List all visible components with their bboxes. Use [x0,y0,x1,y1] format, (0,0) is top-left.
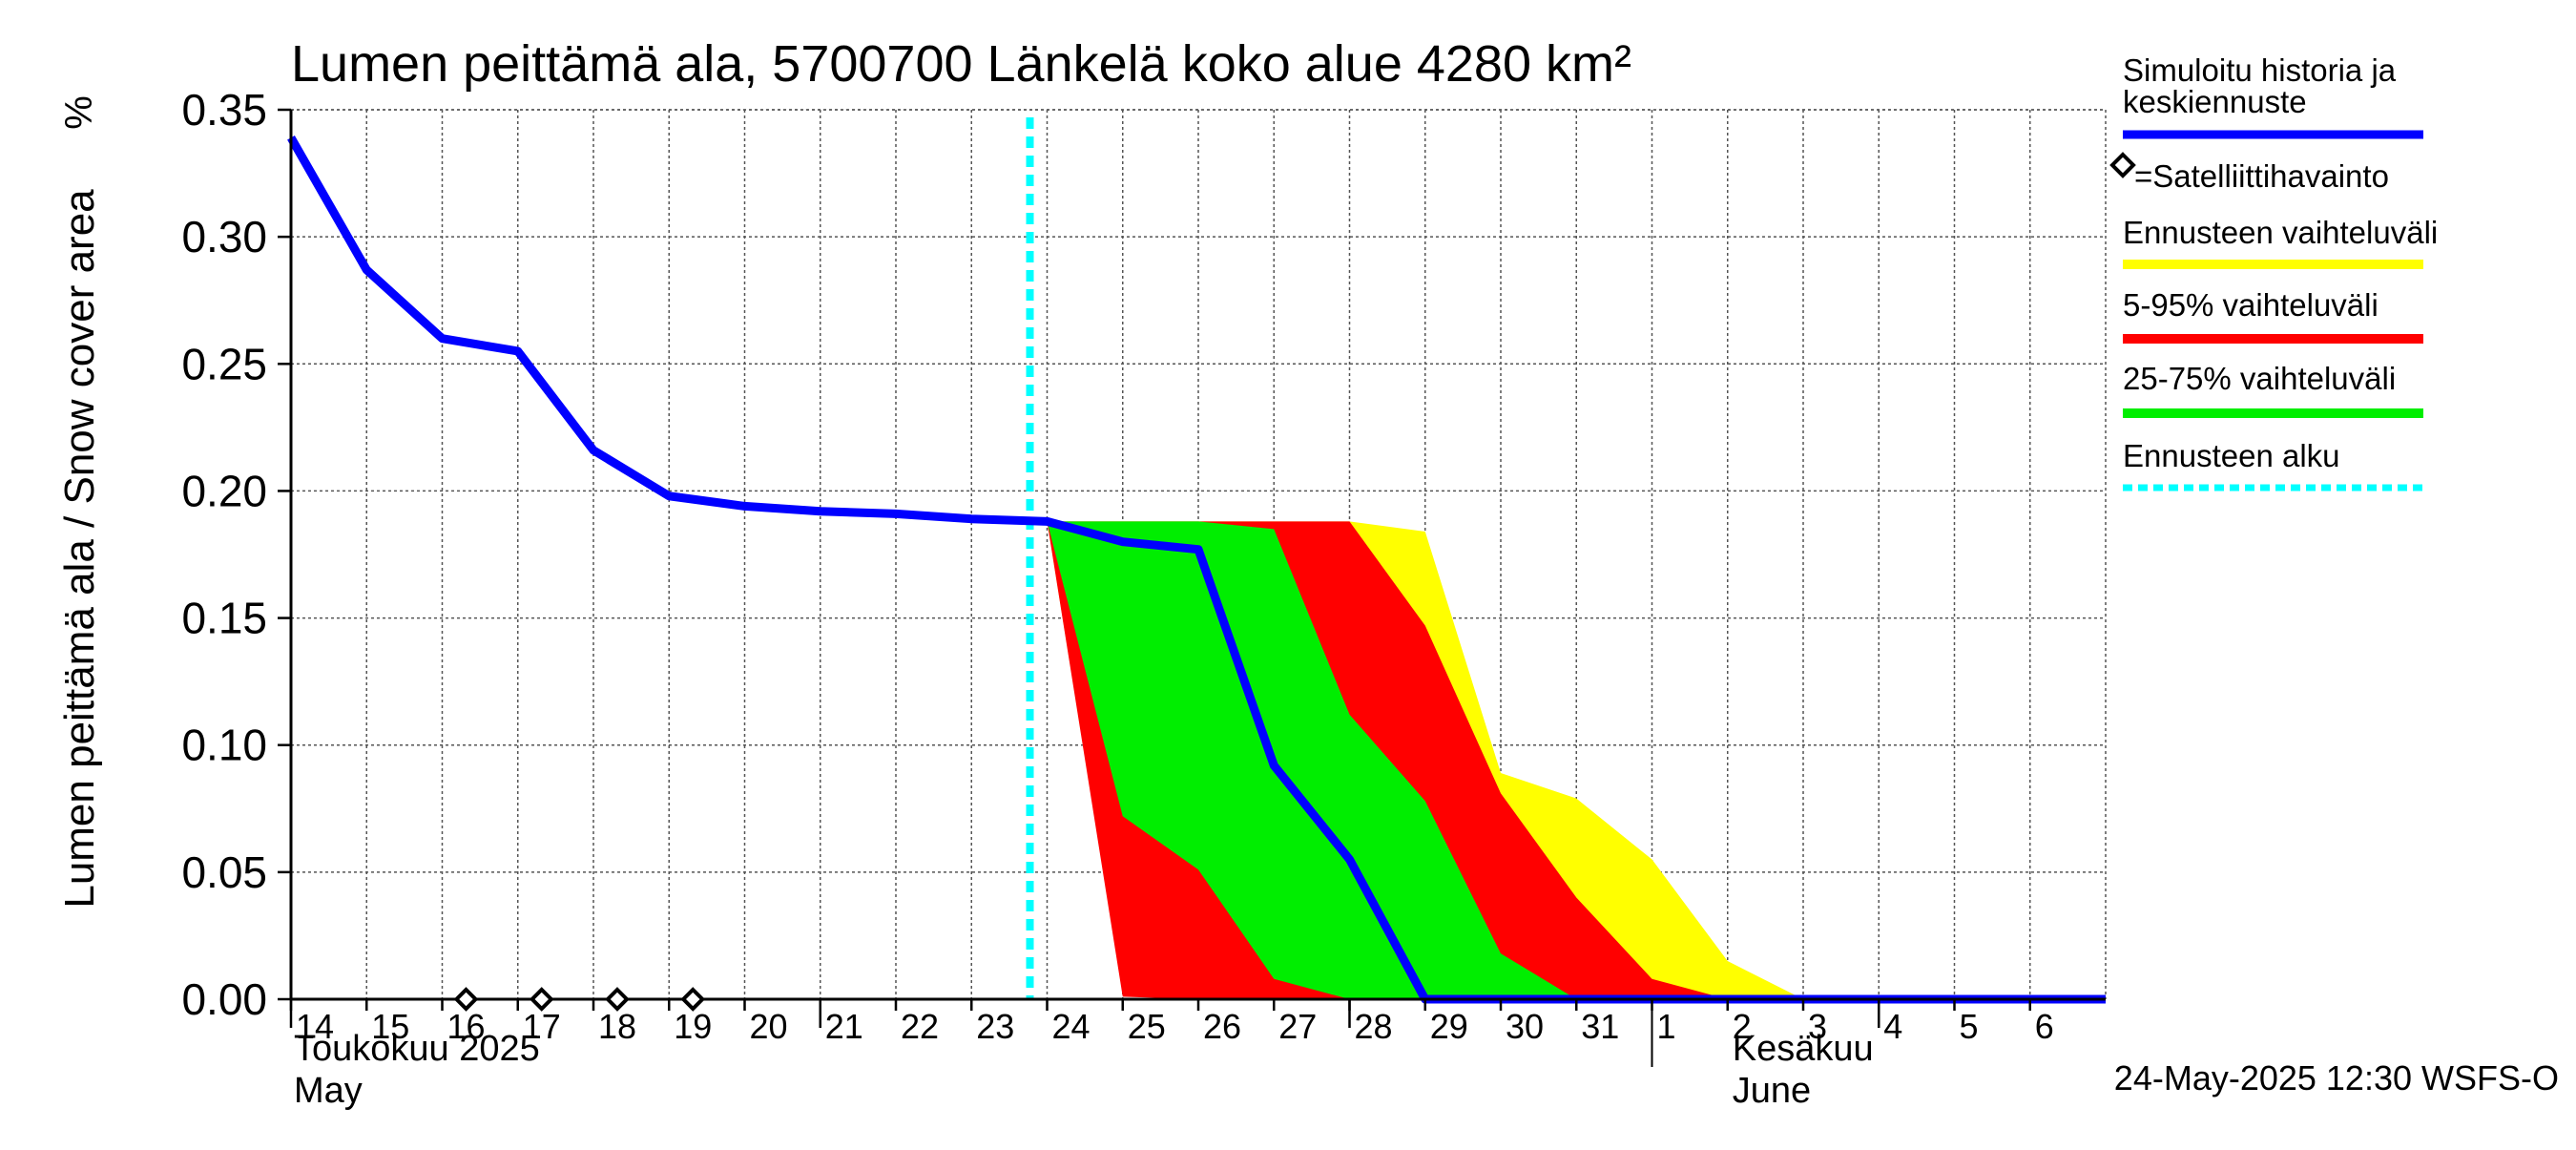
x-tick-label: 14 [296,1007,334,1046]
timestamp: 24-May-2025 12:30 WSFS-O [2114,1058,2559,1098]
y-unit-label: % [58,95,100,130]
x-tick-label: 5 [1960,1007,1979,1046]
x-tick-label: 22 [901,1007,939,1046]
axes [278,108,2106,1067]
x-tick-label: 1 [1657,1007,1676,1046]
legend-label-observation: =Satelliittihavainto [2134,158,2389,194]
y-tick-label: 0.35 [181,85,267,135]
x-tick-label: 16 [447,1007,486,1046]
x-tick-label: 29 [1430,1007,1468,1046]
y-tick-label: 0.25 [181,339,267,388]
x-tick-label: 30 [1506,1007,1544,1046]
legend-label-median-2: keskiennuste [2123,84,2307,119]
x-tick-label: 19 [674,1007,712,1046]
median-line [287,136,2106,1004]
y-tick-label: 0.15 [181,594,267,643]
x-tick-label: 4 [1883,1007,1902,1046]
series-lines [287,117,2106,1004]
legend-label: Ennusteen vaihteluväli [2123,215,2438,250]
y-tick-label: 0.30 [181,212,267,261]
chart-title: Lumen peittämä ala, 5700700 Länkelä koko… [291,35,1631,93]
x-tick-label: 17 [523,1007,561,1046]
observation-marker [529,987,554,1012]
observation-marker [605,987,630,1012]
x-tick-label: 27 [1278,1007,1317,1046]
y-tick-label: 0.10 [181,721,267,770]
x-tick-label: 26 [1203,1007,1241,1046]
x-tick-label: 28 [1355,1007,1393,1046]
x-tick-label: 25 [1128,1007,1166,1046]
satellite-observations [453,987,706,1012]
x-tick-label: 3 [1808,1007,1827,1046]
y-tick-label: 0.20 [181,466,267,515]
forecast-bands [1047,521,2106,999]
band-00ee00 [1047,521,2106,999]
observation-marker [680,987,706,1012]
y-axis-label: Lumen peittämä ala / Snow cover area [56,189,103,909]
legend-label-median-1: Simuloitu historia ja [2123,52,2397,88]
x-tick-label: 21 [825,1007,863,1046]
x-tick-label: 18 [598,1007,636,1046]
month-label-en: May [294,1071,363,1111]
month-label-en: June [1733,1071,1811,1111]
x-tick-label: 2 [1733,1007,1752,1046]
x-tick-label: 31 [1581,1007,1619,1046]
x-tick-label: 6 [2035,1007,2054,1046]
y-tick-label: 0.00 [181,974,267,1024]
month-label-fi: Kesäkuu [1733,1029,1874,1069]
x-tick-label: 23 [976,1007,1014,1046]
legend-diamond-icon [2109,152,2136,178]
legend-label: 5-95% vaihteluväli [2123,287,2379,323]
x-tick-label: 20 [750,1007,788,1046]
x-tick-label: 15 [371,1007,409,1046]
observation-marker [453,987,479,1012]
x-tick-label: 24 [1052,1007,1091,1046]
y-tick-label: 0.05 [181,847,267,897]
legend-label: 25-75% vaihteluväli [2123,361,2396,396]
month-label-fi: Toukokuu 2025 [294,1029,540,1069]
legend-label: Ennusteen alku [2123,438,2340,473]
